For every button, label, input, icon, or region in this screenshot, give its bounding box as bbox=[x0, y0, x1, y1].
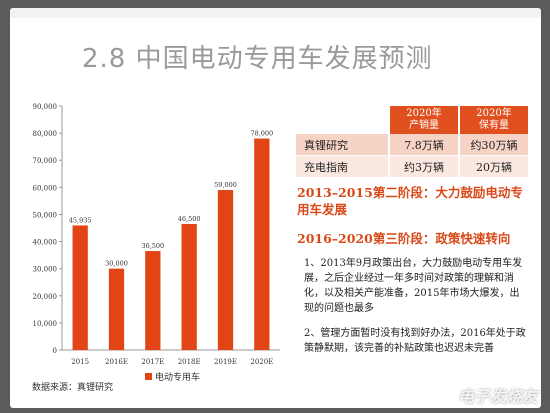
y-tick-label: 10,000 bbox=[33, 320, 58, 328]
table-cell: 充电指南 bbox=[296, 155, 390, 178]
bar bbox=[108, 268, 125, 350]
data-source: 数据来源：真锂研究 bbox=[32, 383, 114, 393]
y-tick-label: 90,000 bbox=[33, 103, 58, 111]
slide: 2.8 中国电动专用车发展预测 0 10,000 20,000 30,000 40,00… bbox=[10, 8, 541, 408]
watermark-logo: 电子发烧友 bbox=[457, 387, 538, 406]
x-tick-label: 2017E bbox=[141, 358, 164, 366]
legend-label: 电动专用车 bbox=[155, 373, 201, 383]
x-tick-label: 2020E bbox=[250, 358, 273, 366]
y-tick-label: 40,000 bbox=[33, 239, 58, 247]
legend-swatch bbox=[145, 373, 152, 380]
data-label: 36,500 bbox=[141, 242, 164, 250]
x-tick-label: 2018E bbox=[178, 358, 201, 366]
bar bbox=[145, 251, 161, 350]
y-tick-label: 50,000 bbox=[33, 211, 58, 219]
stage-heading-2: 2016–2020第三阶段：政策快速转向 bbox=[297, 231, 511, 246]
x-tick-label: 2015 bbox=[71, 358, 89, 366]
y-tick-label: 80,000 bbox=[33, 130, 58, 138]
stage-heading-1: 2013–2015第二阶段：大力鼓励电动专用车发展 bbox=[297, 185, 523, 217]
data-label: 30,000 bbox=[105, 260, 128, 268]
bar bbox=[181, 223, 197, 350]
paragraph-1: 1、2013年9月政策出台，大力鼓励电动专用车发展，之后企业经过一年多时间对政策… bbox=[304, 258, 523, 314]
bar bbox=[254, 138, 270, 350]
table-header-stock: 2020年 保有量 bbox=[459, 106, 530, 134]
y-tick-label: 30,000 bbox=[33, 266, 58, 274]
y-tick-label: 20,000 bbox=[33, 293, 58, 301]
table-row: 真锂研究 7.8万辆 约30万辆 bbox=[296, 134, 530, 156]
bar bbox=[217, 190, 234, 350]
data-label: 78,000 bbox=[250, 130, 273, 138]
bar-chart: 0 10,000 20,000 30,000 40,000 50,000 60,000 70,… bbox=[33, 103, 280, 366]
bar bbox=[72, 225, 88, 350]
y-tick-label: 70,000 bbox=[33, 157, 58, 165]
table-row: 充电指南 约3万辆 20万辆 bbox=[296, 155, 530, 178]
table-cell: 真锂研究 bbox=[296, 134, 390, 156]
table-cell: 约3万辆 bbox=[389, 155, 460, 178]
x-tick-label: 2016E bbox=[105, 358, 128, 366]
slide-title: 2.8 中国电动专用车发展预测 bbox=[82, 44, 433, 74]
table-header-empty bbox=[296, 106, 390, 134]
x-tick-label: 2019E bbox=[214, 358, 237, 366]
data-label: 59,000 bbox=[214, 181, 237, 189]
data-label: 45,935 bbox=[69, 216, 92, 224]
table-cell: 20万辆 bbox=[459, 155, 530, 178]
data-label: 46,500 bbox=[178, 215, 201, 223]
table-cell: 7.8万辆 bbox=[389, 134, 460, 156]
paragraph-2: 2、管理方面暂时没有找到好办法，2016年处于政策静默期，该完善的补贴政策也迟迟… bbox=[304, 328, 526, 354]
y-tick-label: 60,000 bbox=[33, 184, 58, 192]
y-tick-label: 0 bbox=[53, 347, 57, 355]
table-cell: 约30万辆 bbox=[459, 134, 530, 156]
table-header-sales: 2020年 产销量 bbox=[389, 106, 460, 134]
slide-top-bar bbox=[10, 8, 541, 18]
forecast-table: 2020年 产销量 2020年 保有量 真锂研究 7.8万辆 约30万辆 充电指南 … bbox=[296, 106, 530, 178]
chart-legend: 电动专用车 bbox=[145, 370, 200, 383]
